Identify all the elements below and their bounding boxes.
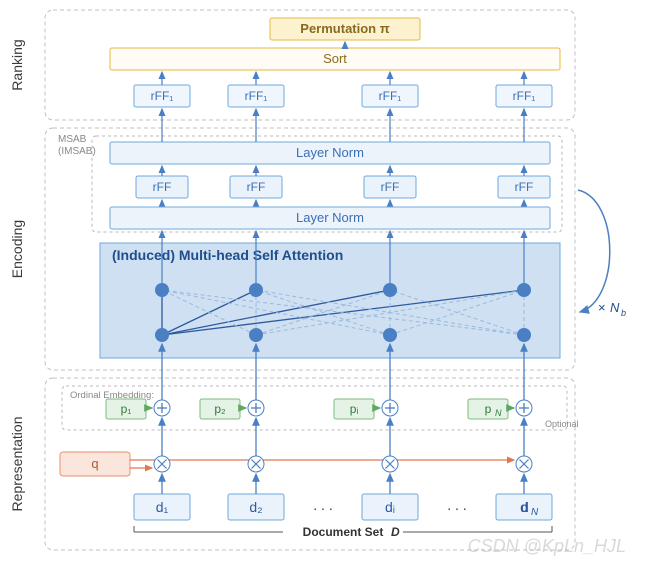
svg-text:d₁: d₁ <box>156 499 169 515</box>
svg-text:Sort: Sort <box>323 51 347 66</box>
svg-text:rFF: rFF <box>381 180 400 194</box>
architecture-diagram: Ranking Encoding Representation Permutation… <box>0 0 646 562</box>
svg-text:(IMSAB): (IMSAB) <box>58 146 96 157</box>
svg-text:Encoding: Encoding <box>9 220 25 278</box>
svg-text:. . .: . . . <box>447 497 466 513</box>
svg-text:d₂: d₂ <box>249 499 262 515</box>
svg-text:(Induced) Multi-head Self Atte: (Induced) Multi-head Self Attention <box>112 247 343 263</box>
svg-text:rFF₁: rFF₁ <box>513 89 536 103</box>
svg-text:Representation: Representation <box>9 417 25 512</box>
svg-text:Layer Norm: Layer Norm <box>296 210 364 225</box>
svg-text:pᵢ: pᵢ <box>350 402 359 416</box>
svg-text:D: D <box>391 525 400 539</box>
svg-text:rFF: rFF <box>247 180 266 194</box>
svg-text:rFF₁: rFF₁ <box>151 89 174 103</box>
svg-text:rFF₁: rFF₁ <box>245 89 268 103</box>
svg-text:N: N <box>531 507 539 518</box>
svg-text:d: d <box>521 499 529 515</box>
svg-text:rFF: rFF <box>153 180 172 194</box>
svg-text:rFF₁: rFF₁ <box>379 89 402 103</box>
svg-text:MSAB: MSAB <box>58 134 87 145</box>
svg-text:N: N <box>610 300 620 315</box>
svg-text:dᵢ: dᵢ <box>385 499 395 515</box>
svg-text:N: N <box>495 408 502 418</box>
svg-text:Permutation π: Permutation π <box>300 21 389 36</box>
svg-text:q: q <box>91 456 98 471</box>
svg-text:p₁: p₁ <box>121 402 132 416</box>
svg-text:. . .: . . . <box>313 497 332 513</box>
svg-text:p₂: p₂ <box>214 402 226 416</box>
svg-text:Ranking: Ranking <box>9 39 25 90</box>
svg-text:Layer Norm: Layer Norm <box>296 145 364 160</box>
svg-text:b: b <box>621 308 626 318</box>
svg-text:Document Set: Document Set <box>303 525 384 539</box>
svg-text:×: × <box>598 300 606 315</box>
svg-text:Optional: Optional <box>545 419 579 429</box>
svg-text:p: p <box>485 402 492 416</box>
svg-text:rFF: rFF <box>515 180 534 194</box>
